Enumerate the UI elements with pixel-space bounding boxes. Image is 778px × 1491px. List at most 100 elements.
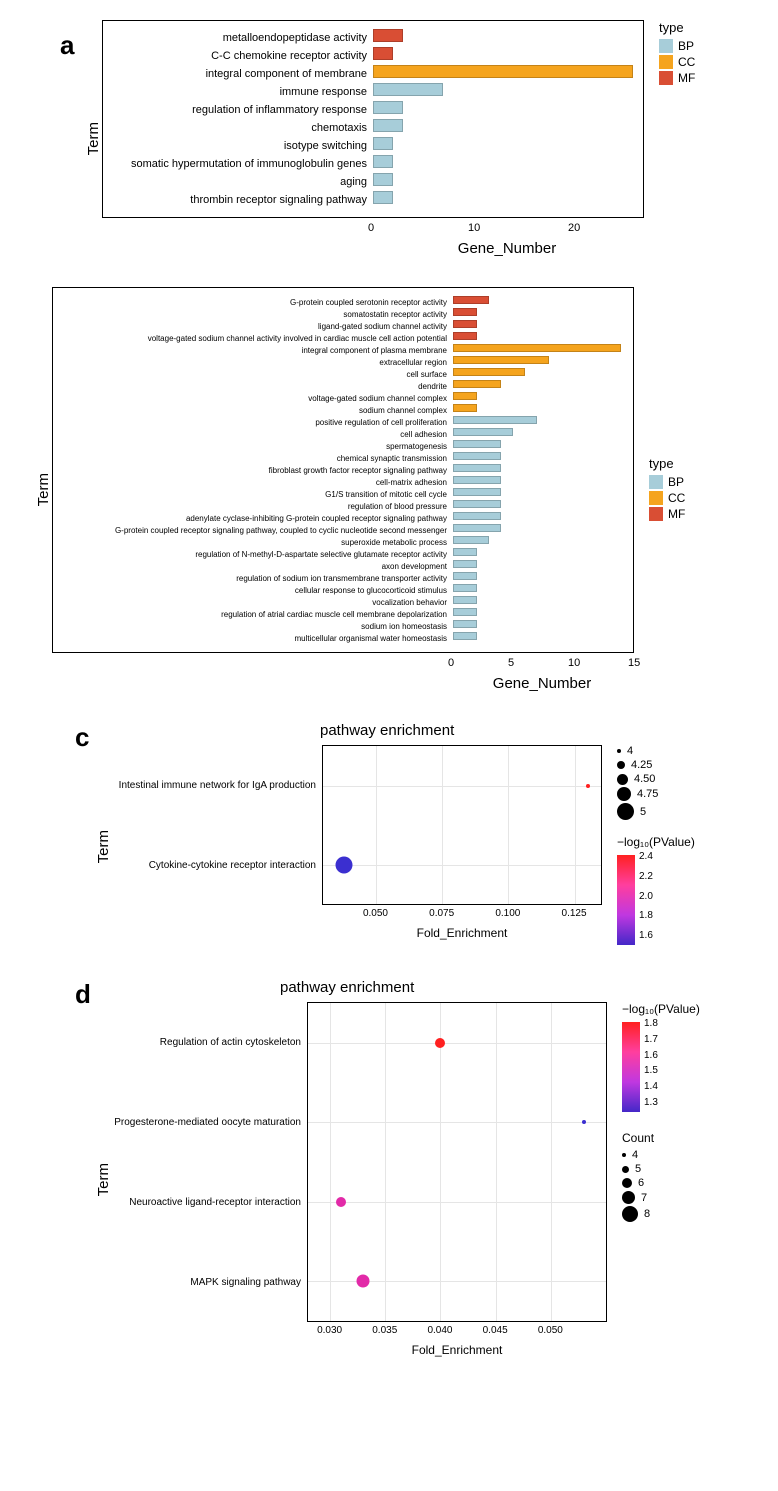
bubble-y-label: Cytokine-cytokine receptor interaction <box>112 860 316 871</box>
bar-label: spermatogenesis <box>53 442 453 451</box>
panel-a-x-axis: Gene_Number <box>372 240 642 257</box>
bar-label: G-protein coupled receptor signaling pat… <box>53 526 453 535</box>
bar-row: cell surface <box>53 368 633 380</box>
bar-row: sodium ion homeostasis <box>53 620 633 632</box>
bubble-point <box>336 856 353 873</box>
bar-fill <box>453 572 477 580</box>
color-legend: −log₁₀(PValue) 1.81.71.61.51.41.3 <box>622 1002 700 1116</box>
bar-fill <box>453 476 501 484</box>
bar-label: vocalization behavior <box>53 598 453 607</box>
bar-fill <box>453 536 489 544</box>
legend-swatch <box>659 55 673 69</box>
bar-label: G1/S transition of mitotic cell cycle <box>53 490 453 499</box>
bar-label: multicellular organismal water homeostas… <box>53 634 453 643</box>
size-legend-item: 4 <box>617 745 695 757</box>
panel-b-x-axis: Gene_Number <box>452 675 632 692</box>
size-dot <box>622 1166 629 1173</box>
size-dot <box>617 774 628 785</box>
bar-fill <box>453 632 477 640</box>
bar-row: regulation of atrial cardiac muscle cell… <box>53 608 633 620</box>
bar-fill <box>373 137 393 150</box>
bar-row: C-C chemokine receptor activity <box>103 47 643 65</box>
panel-b-legend: type BPCCMF <box>649 456 685 523</box>
panel-d-y-axis: Term <box>90 1163 112 1196</box>
bar-row: regulation of inflammatory response <box>103 101 643 119</box>
bar-fill <box>453 320 477 328</box>
bar-fill <box>453 584 477 592</box>
bar-label: voltage-gated sodium channel complex <box>53 394 453 403</box>
size-legend-item: 4 <box>622 1149 700 1161</box>
bar-label: metalloendopeptidase activity <box>103 32 373 44</box>
bar-label: cell surface <box>53 370 453 379</box>
bar-fill <box>453 524 501 532</box>
bar-row: regulation of N-methyl-D-aspartate selec… <box>53 548 633 560</box>
bar-label: cell adhesion <box>53 430 453 439</box>
bar-row: isotype switching <box>103 137 643 155</box>
legend-item: CC <box>659 55 695 69</box>
bar-label: sodium channel complex <box>53 406 453 415</box>
bar-label: C-C chemokine receptor activity <box>103 50 373 62</box>
bar-row: chemical synaptic transmission <box>53 452 633 464</box>
bar-label: chemical synaptic transmission <box>53 454 453 463</box>
panel-d-label: d <box>75 979 91 1010</box>
bar-row: voltage-gated sodium channel activity in… <box>53 332 633 344</box>
bar-row: ligand-gated sodium channel activity <box>53 320 633 332</box>
legend-swatch <box>649 507 663 521</box>
bar-row: cellular response to glucocorticoid stim… <box>53 584 633 596</box>
bar-fill <box>453 332 477 340</box>
bar-label: extracellular region <box>53 358 453 367</box>
bar-row: vocalization behavior <box>53 596 633 608</box>
legend-item: MF <box>659 71 695 85</box>
panel-b: b Term G-protein coupled serotonin recep… <box>20 287 758 692</box>
bar-label: sodium ion homeostasis <box>53 622 453 631</box>
bar-fill <box>453 356 549 364</box>
legend-swatch <box>659 71 673 85</box>
bar-fill <box>453 416 537 424</box>
size-legend-item: 7 <box>622 1191 700 1204</box>
bar-row: spermatogenesis <box>53 440 633 452</box>
bar-row: integral component of plasma membrane <box>53 344 633 356</box>
bar-fill <box>453 500 501 508</box>
bubble-point <box>582 1120 586 1124</box>
bar-label: integral component of membrane <box>103 68 373 80</box>
bar-label: voltage-gated sodium channel activity in… <box>53 334 453 343</box>
bar-fill <box>453 296 489 304</box>
bar-fill <box>373 155 393 168</box>
size-dot <box>617 787 631 801</box>
size-dot <box>622 1153 626 1157</box>
bar-fill <box>453 560 477 568</box>
size-legend-item: 4.75 <box>617 787 695 801</box>
bubble-y-label: Neuroactive ligand-receptor interaction <box>112 1197 301 1208</box>
bar-label: regulation of N-methyl-D-aspartate selec… <box>53 550 453 559</box>
bar-fill <box>453 620 477 628</box>
bar-fill <box>453 308 477 316</box>
size-dot <box>622 1206 638 1222</box>
bar-fill <box>453 488 501 496</box>
bar-fill <box>453 404 477 412</box>
size-dot <box>617 761 625 769</box>
bar-label: somatic hypermutation of immunoglobulin … <box>103 158 373 170</box>
bar-label: regulation of blood pressure <box>53 502 453 511</box>
bar-row: thrombin receptor signaling pathway <box>103 191 643 209</box>
bar-row: adenylate cyclase-inhibiting G-protein c… <box>53 512 633 524</box>
bar-row: G1/S transition of mitotic cell cycle <box>53 488 633 500</box>
bar-label: positive regulation of cell proliferatio… <box>53 418 453 427</box>
bar-row: regulation of blood pressure <box>53 500 633 512</box>
bar-label: integral component of plasma membrane <box>53 346 453 355</box>
bar-label: thrombin receptor signaling pathway <box>103 194 373 206</box>
bar-fill <box>453 344 621 352</box>
bar-row: multicellular organismal water homeostas… <box>53 632 633 644</box>
size-legend-item: 4.50 <box>617 773 695 785</box>
bar-fill <box>373 83 443 96</box>
bar-label: superoxide metabolic process <box>53 538 453 547</box>
bar-row: superoxide metabolic process <box>53 536 633 548</box>
bar-row: somatostatin receptor activity <box>53 308 633 320</box>
bar-fill <box>453 392 477 400</box>
bubble-point <box>586 784 590 788</box>
legend-item: CC <box>649 491 685 505</box>
panel-a: a Term metalloendopeptidase activityC-C … <box>20 20 758 257</box>
color-bar <box>617 855 635 945</box>
size-legend: Count 45678 <box>622 1131 700 1222</box>
bar-row: fibroblast growth factor receptor signal… <box>53 464 633 476</box>
bar-row: somatic hypermutation of immunoglobulin … <box>103 155 643 173</box>
